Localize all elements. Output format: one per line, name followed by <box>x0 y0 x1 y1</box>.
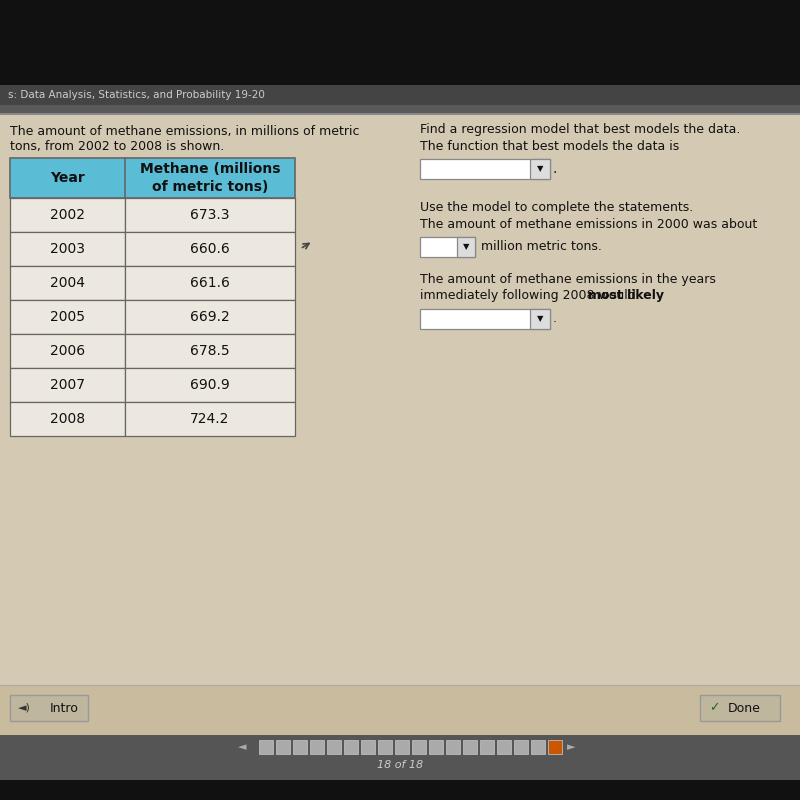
Text: 2002: 2002 <box>50 208 85 222</box>
Bar <box>343 740 358 754</box>
Text: tons, from 2002 to 2008 is shown.: tons, from 2002 to 2008 is shown. <box>10 140 224 153</box>
Text: most likely: most likely <box>588 289 664 302</box>
Text: 2003: 2003 <box>50 242 85 256</box>
Text: Methane (millions
of metric tons): Methane (millions of metric tons) <box>140 162 280 194</box>
Text: Intro: Intro <box>50 702 79 714</box>
Text: 660.6: 660.6 <box>190 242 230 256</box>
Bar <box>700 695 780 721</box>
Bar <box>10 300 125 334</box>
Text: 2008: 2008 <box>50 412 85 426</box>
Bar <box>547 740 562 754</box>
Text: 690.9: 690.9 <box>190 378 230 392</box>
Bar <box>0 780 800 800</box>
Bar <box>497 740 510 754</box>
Bar <box>420 237 475 257</box>
Bar <box>275 740 290 754</box>
Text: .: . <box>553 162 558 176</box>
Bar <box>411 740 426 754</box>
Bar <box>462 740 477 754</box>
Bar <box>10 695 88 721</box>
Text: ▼: ▼ <box>537 165 543 174</box>
Bar <box>378 740 391 754</box>
Text: 724.2: 724.2 <box>190 412 230 426</box>
Bar <box>0 735 800 780</box>
Text: immediately following 2008 would: immediately following 2008 would <box>420 289 640 302</box>
Bar <box>10 334 125 368</box>
Bar <box>10 368 125 402</box>
Bar <box>0 85 800 105</box>
Text: Use the model to complete the statements.: Use the model to complete the statements… <box>420 201 694 214</box>
Bar <box>326 740 341 754</box>
Bar <box>10 266 125 300</box>
Bar <box>530 159 550 179</box>
Text: 678.5: 678.5 <box>190 344 230 358</box>
Bar <box>457 237 475 257</box>
Bar <box>394 740 409 754</box>
Text: ►: ► <box>566 742 575 752</box>
Bar <box>530 740 545 754</box>
Text: The amount of methane emissions in 2000 was about: The amount of methane emissions in 2000 … <box>420 218 758 231</box>
Text: 673.3: 673.3 <box>190 208 230 222</box>
Bar <box>479 740 494 754</box>
Bar <box>0 685 800 735</box>
Text: Year: Year <box>50 171 85 185</box>
Text: .: . <box>553 313 557 326</box>
Bar <box>125 266 295 300</box>
Bar <box>258 740 273 754</box>
Bar <box>0 105 800 113</box>
Text: 18 of 18: 18 of 18 <box>377 760 423 770</box>
Bar <box>125 402 295 436</box>
Bar <box>0 115 800 685</box>
Bar <box>125 198 295 232</box>
Text: 2004: 2004 <box>50 276 85 290</box>
Bar <box>420 309 550 329</box>
Bar <box>10 158 295 198</box>
Bar <box>125 368 295 402</box>
Text: million metric tons.: million metric tons. <box>481 241 602 254</box>
Text: ✓: ✓ <box>709 702 719 714</box>
Text: ◄: ◄ <box>238 742 246 752</box>
Bar <box>0 113 800 115</box>
Bar <box>293 740 306 754</box>
Text: 2007: 2007 <box>50 378 85 392</box>
Bar <box>10 232 125 266</box>
Bar <box>10 402 125 436</box>
Bar <box>10 198 125 232</box>
Text: 2005: 2005 <box>50 310 85 324</box>
Text: Find a regression model that best models the data.: Find a regression model that best models… <box>420 123 740 136</box>
Bar <box>514 740 527 754</box>
Bar <box>125 300 295 334</box>
Text: Done: Done <box>728 702 761 714</box>
Bar <box>429 740 442 754</box>
Text: 669.2: 669.2 <box>190 310 230 324</box>
Bar <box>420 159 550 179</box>
Text: The amount of methane emissions, in millions of metric: The amount of methane emissions, in mill… <box>10 125 359 138</box>
Text: ▼: ▼ <box>462 242 470 251</box>
Bar <box>530 309 550 329</box>
Bar <box>125 232 295 266</box>
Bar <box>125 334 295 368</box>
Text: ▼: ▼ <box>537 314 543 323</box>
Text: The function that best models the data is: The function that best models the data i… <box>420 140 679 153</box>
Bar <box>0 0 800 85</box>
Bar <box>310 740 323 754</box>
Bar <box>446 740 459 754</box>
Text: 661.6: 661.6 <box>190 276 230 290</box>
Text: s: Data Analysis, Statistics, and Probability 19-20: s: Data Analysis, Statistics, and Probab… <box>8 90 265 100</box>
Text: The amount of methane emissions in the years: The amount of methane emissions in the y… <box>420 273 716 286</box>
Bar <box>361 740 374 754</box>
Text: 2006: 2006 <box>50 344 85 358</box>
Text: ◄): ◄) <box>18 703 30 713</box>
